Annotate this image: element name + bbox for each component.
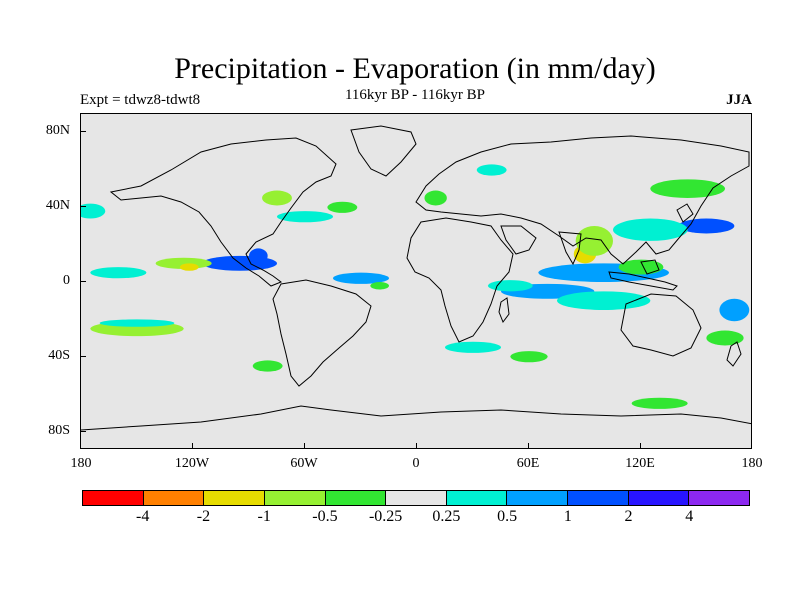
lat-tick	[80, 431, 86, 432]
colorbar-label: -2	[196, 508, 211, 525]
plot-subtitle: 116kyr BP - 116kyr BP	[344, 87, 485, 103]
lon-label-60w: 60W	[290, 456, 318, 471]
colorbar	[82, 490, 750, 506]
coast-new-zealand	[726, 341, 742, 367]
field-blob-23	[99, 319, 175, 327]
colorbar-swatch-10	[689, 491, 750, 505]
colorbar-swatch-2	[204, 491, 265, 505]
colorbar-label: -0.5	[312, 508, 338, 525]
lon-label-120e: 120E	[625, 456, 655, 471]
field-blob-30	[476, 164, 507, 176]
field-blob-16	[90, 267, 147, 279]
lat-label-80s: 80S	[48, 423, 70, 438]
field-blob-25	[445, 341, 501, 353]
colorbar-swatch-8	[568, 491, 629, 505]
field-blob-5	[618, 259, 664, 275]
field-blob-2	[613, 218, 688, 241]
field-blob-29	[424, 190, 447, 206]
lat-label-80n: 80N	[45, 123, 70, 138]
lon-tick	[528, 443, 529, 449]
coast-madagascar	[498, 297, 510, 324]
colorbar-swatch-5	[386, 491, 447, 505]
colorbar-label: -0.25	[368, 508, 403, 525]
colorbar-label: -4	[136, 508, 150, 525]
field-blob-21	[327, 201, 358, 213]
coast-arabia	[500, 225, 537, 255]
colorbar-label: 0.25	[432, 508, 461, 525]
field-blob-19	[277, 211, 333, 223]
coast-india	[558, 231, 582, 266]
field-blob-13	[249, 248, 268, 264]
lon-label-180e: 180	[741, 456, 763, 471]
lat-label-40s: 40S	[48, 348, 70, 363]
lon-tick	[304, 443, 305, 449]
field-blob-20	[262, 190, 292, 206]
map-plot	[81, 125, 751, 431]
lat-tick	[80, 281, 86, 282]
lon-label-120w: 120W	[174, 456, 210, 471]
field-blob-8	[487, 280, 533, 292]
field-blob-11	[719, 298, 750, 322]
lon-tick	[640, 443, 641, 449]
coast-south-america	[272, 279, 372, 387]
lon-label-0: 0	[412, 456, 420, 471]
coast-borneo	[640, 259, 660, 275]
field-blob-18	[370, 282, 389, 290]
field-blob-27	[631, 397, 688, 409]
lon-tick	[192, 443, 193, 449]
lat-tick	[80, 206, 86, 207]
colorbar-swatch-1	[143, 491, 205, 505]
colorbar-label: 4	[685, 508, 694, 525]
field-blob-28	[81, 203, 106, 219]
lon-label-60e: 60E	[516, 456, 540, 471]
field-blob-4	[575, 226, 613, 256]
field-blob-10	[706, 330, 744, 346]
field-blob-26	[510, 351, 548, 363]
lon-label-180w: 180	[70, 456, 92, 471]
coast-japan	[676, 203, 694, 223]
lat-tick	[80, 131, 86, 132]
field-contours	[81, 164, 750, 409]
coast-eurasia	[415, 135, 750, 265]
coast-africa	[406, 217, 514, 343]
coast-greenland	[350, 125, 417, 177]
colorbar-label: 0.5	[497, 508, 518, 525]
coast-north-america	[109, 137, 337, 287]
lat-label-0: 0	[63, 273, 70, 288]
colorbar-label: -1	[257, 508, 271, 525]
colorbar-swatch-6	[446, 491, 508, 505]
field-blob-6	[650, 179, 726, 198]
map-panel	[80, 113, 752, 449]
colorbar-label: 1	[563, 508, 572, 525]
coast-indonesia	[608, 271, 678, 291]
field-blob-9	[557, 291, 651, 310]
field-blob-15	[179, 263, 199, 271]
lon-tick	[416, 443, 417, 449]
colorbar-swatch-9	[628, 491, 690, 505]
colorbar-label: 2	[624, 508, 633, 525]
field-blob-24	[252, 360, 283, 372]
field-blob-17	[333, 272, 389, 284]
colorbar-swatch-0	[83, 491, 144, 505]
page-title: Precipitation - Evaporation (in mm/day)	[174, 52, 656, 85]
coast-antarctica	[81, 405, 751, 431]
colorbar-swatch-7	[507, 491, 569, 505]
lat-label-40n: 40N	[45, 198, 70, 213]
colorbar-swatch-4	[325, 491, 387, 505]
coastlines	[81, 125, 751, 431]
experiment-label: Expt = tdwz8-tdwt8	[80, 92, 201, 108]
coast-australia	[620, 293, 702, 357]
season-label: JJA	[726, 92, 752, 108]
colorbar-swatch-3	[264, 491, 326, 505]
lat-tick	[80, 356, 86, 357]
